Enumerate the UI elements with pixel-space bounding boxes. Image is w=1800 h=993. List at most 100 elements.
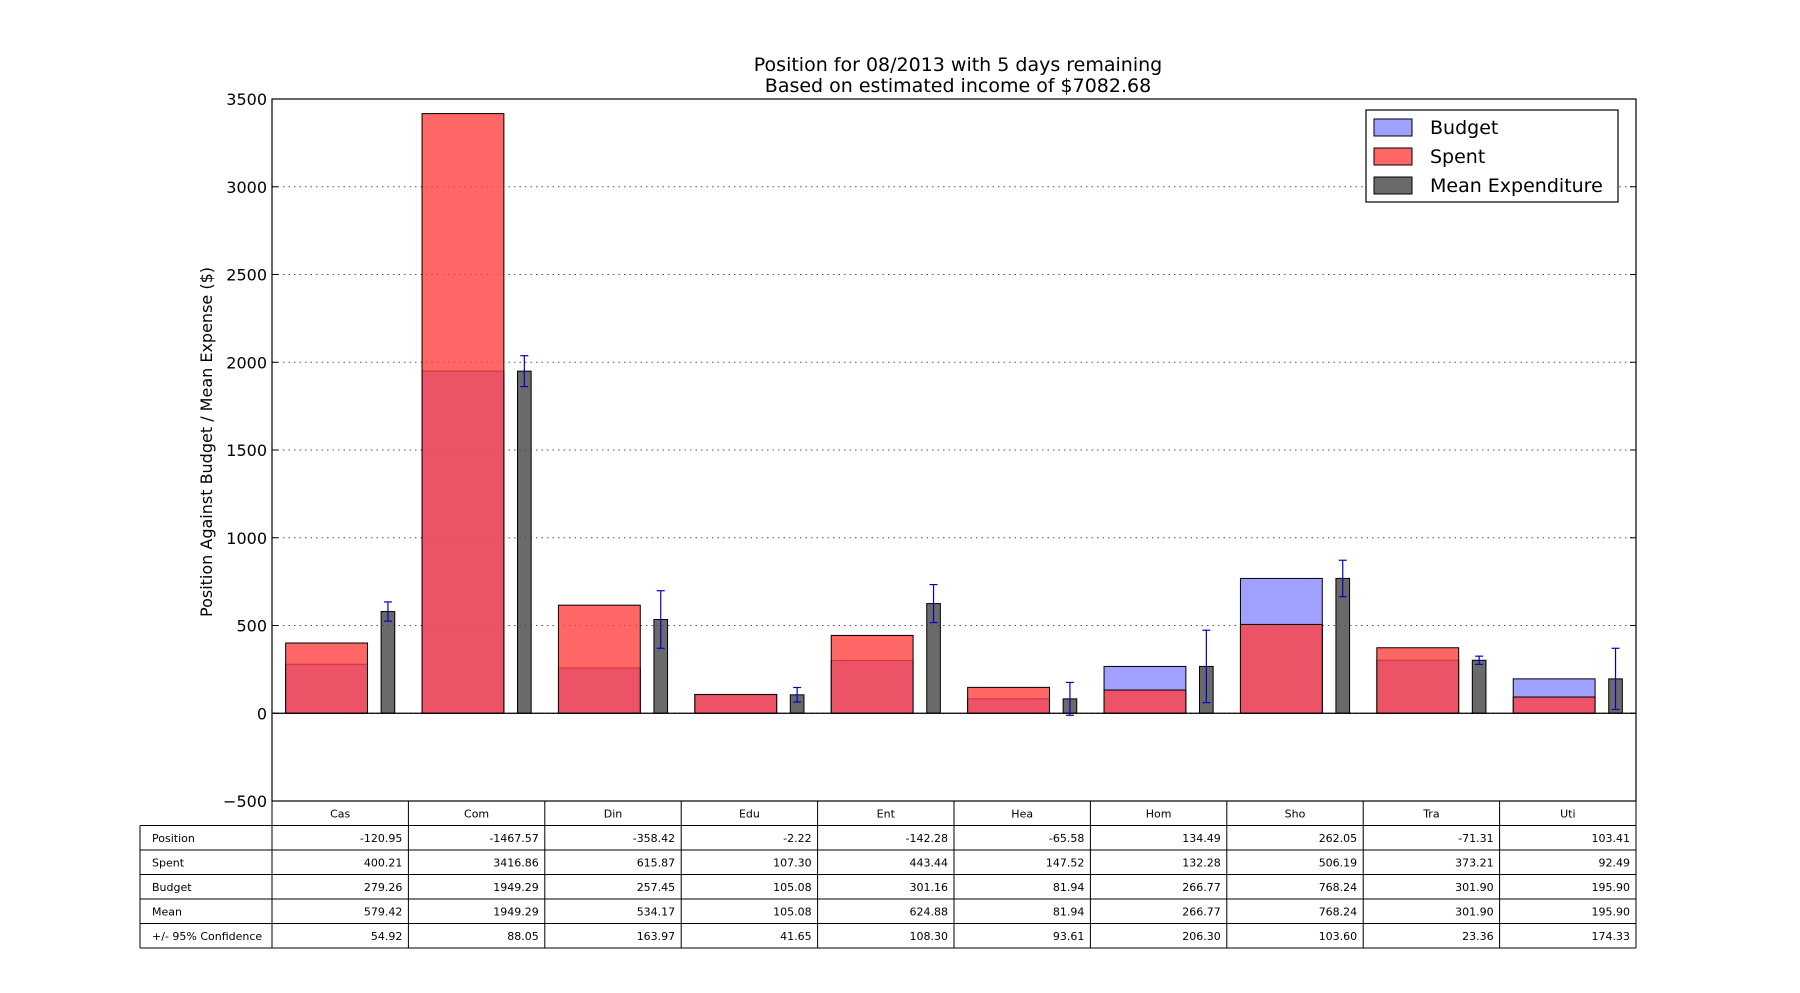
table-cell: 257.45 [637,881,676,894]
y-tick-label: 1500 [226,441,267,460]
bar-spent [1239,623,1323,714]
y-axis-label: Position Against Budget / Mean Expense (… [197,267,216,617]
y-tick-label: 2500 [226,266,267,285]
table-row-header: +/- 95% Confidence [152,930,262,943]
y-tick-label: 2000 [226,353,267,372]
table-cell: 279.26 [364,881,403,894]
table-cell: 579.42 [364,905,403,918]
table-row-header: Position [152,832,195,845]
y-tick-label: 3000 [226,178,267,197]
table-cell: 266.77 [1182,881,1221,894]
table-cell: -65.58 [1049,832,1084,845]
legend-swatch [1373,118,1413,137]
table-cell: 103.60 [1319,930,1358,943]
y-tick-label: 500 [236,617,267,636]
bar-mean-expenditure [1335,577,1351,714]
table-cell: 132.28 [1182,856,1221,869]
table-cell: 373.21 [1455,856,1494,869]
table-cell: -2.22 [783,832,811,845]
table-cell: 92.49 [1599,856,1631,869]
bar-mean-expenditure [1471,659,1487,714]
legend-swatch [1373,147,1413,166]
chart-subtitle: Based on estimated income of $7082.68 [765,75,1151,97]
table-cell: 108.30 [910,930,949,943]
table-cell: 105.08 [773,905,812,918]
table-column-header: Din [604,807,623,820]
table-cell: 195.90 [1592,881,1631,894]
bar-spent [1512,696,1596,714]
table-row-header: Budget [152,881,192,894]
table-row-header: Mean [152,905,182,918]
table-column-header: Com [464,807,489,820]
table-cell: 443.44 [910,856,949,869]
bar-spent [830,634,914,714]
legend-label: Mean Expenditure [1430,175,1603,197]
table-cell: -71.31 [1458,832,1493,845]
table-cell: 93.61 [1053,930,1085,943]
legend: Budget Spent Mean Expenditure [1365,109,1619,203]
y-tick-label: −500 [223,792,267,811]
bars [285,113,1623,716]
table-column-header: Hea [1011,807,1033,820]
table-cell: 506.19 [1319,856,1358,869]
table-cell: -142.28 [906,832,948,845]
data-table: Cas Com Din Edu Ent Hea Hom Sho Tra Uti Position -1… [139,800,1637,949]
table-column-header: Tra [1422,807,1439,820]
table-cell: 41.65 [780,930,812,943]
legend-swatch [1373,176,1413,195]
y-tick-label: 1000 [226,529,267,548]
table-column-header: Cas [330,807,350,820]
table-cell: 301.16 [910,881,949,894]
table-cell: 3416.86 [493,856,539,869]
table-cell: 266.77 [1182,905,1221,918]
table-column-header: Edu [739,807,760,820]
table-cell: 624.88 [910,905,949,918]
table-cell: 105.08 [773,881,812,894]
table-column-header: Uti [1560,807,1575,820]
table-column-header: Hom [1146,807,1172,820]
table-column-header: Sho [1285,807,1306,820]
bar-spent [285,642,368,714]
table-cell: 147.52 [1046,856,1085,869]
table-cell: 768.24 [1319,905,1358,918]
table-cell: 23.36 [1462,930,1494,943]
table-cell: 1949.29 [493,905,539,918]
bar-mean-expenditure [380,611,396,714]
table-cell: -1467.57 [489,832,538,845]
table-cell: 400.21 [364,856,403,869]
bar-spent [1103,689,1187,714]
y-tick-label: 3500 [226,90,267,109]
table-cell: 206.30 [1182,930,1221,943]
bar-spent [694,693,778,714]
legend-label: Budget [1430,117,1498,139]
bar-spent [557,604,641,714]
table-cell: 107.30 [773,856,812,869]
table-cell: -358.42 [633,832,675,845]
table-cell: 163.97 [637,930,676,943]
table-cell: 615.87 [637,856,676,869]
table-cell: 1949.29 [493,881,539,894]
bar-spent [1376,647,1460,714]
table-column-header: Ent [877,807,896,820]
table-cell: 81.94 [1053,905,1085,918]
table-cell: 262.05 [1319,832,1358,845]
table-cell: 103.41 [1592,832,1631,845]
table-cell: 534.17 [637,905,676,918]
table-cell: 174.33 [1592,930,1631,943]
table-cell: 195.90 [1592,905,1631,918]
table-cell: 88.05 [507,930,539,943]
table-cell: 768.24 [1319,881,1358,894]
chart-title: Position for 08/2013 with 5 days remaini… [754,54,1162,76]
table-cell: 81.94 [1053,881,1085,894]
table-cell: -120.95 [360,832,402,845]
table-cell: 301.90 [1455,905,1494,918]
table-row-header: Spent [152,856,185,869]
y-tick-label: 0 [257,704,267,723]
bar-mean-expenditure [517,370,532,714]
legend-label: Spent [1430,146,1485,168]
bar-spent [967,686,1050,714]
table-cell: 134.49 [1182,832,1221,845]
bar-spent [421,113,505,714]
table-cell: 54.92 [371,930,403,943]
